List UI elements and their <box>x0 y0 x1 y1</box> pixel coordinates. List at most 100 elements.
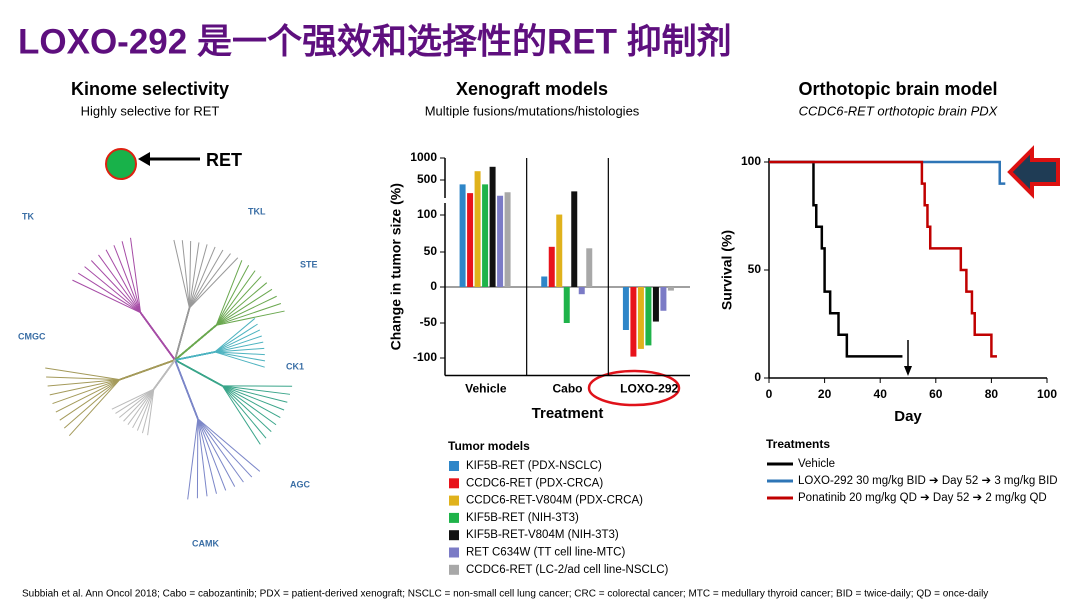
branch <box>98 254 141 313</box>
bar <box>541 276 548 287</box>
kinase-label: TKL <box>248 206 266 216</box>
branch <box>222 385 288 403</box>
bar <box>571 191 578 287</box>
branch <box>141 388 155 434</box>
branch <box>197 418 217 494</box>
branch <box>46 376 120 381</box>
branch <box>147 389 155 436</box>
legend-swatch <box>449 530 459 541</box>
branch <box>132 388 155 429</box>
bar <box>637 287 644 349</box>
bar <box>482 184 489 287</box>
bar <box>497 195 504 287</box>
x-tick-label: Cabo <box>553 382 583 396</box>
branch <box>59 379 121 421</box>
branch <box>174 359 199 419</box>
x-tick-label: 40 <box>874 387 888 401</box>
kinase-label: TK <box>22 211 34 221</box>
legend-swatch <box>449 564 459 575</box>
branch <box>52 379 121 405</box>
branch <box>215 260 243 326</box>
branch <box>115 388 155 414</box>
bar <box>645 287 652 346</box>
kinase-label: STE <box>300 259 318 269</box>
footnote: Subbiah et al. Ann Oncol 2018; Cabo = ca… <box>22 589 988 600</box>
ret-arrowhead <box>138 152 150 166</box>
branch <box>214 329 261 353</box>
branch <box>174 324 217 361</box>
branch <box>216 303 282 326</box>
bar <box>556 214 563 287</box>
panel-title: Xenograft models <box>456 79 608 99</box>
branch <box>63 379 121 429</box>
bar <box>459 184 466 287</box>
legend-label: CCDC6-RET (LC-2/ad cell line-NSCLC) <box>466 564 669 576</box>
kinase-label: CMGC <box>18 331 46 341</box>
branch <box>197 418 261 472</box>
branch <box>222 385 267 439</box>
bar <box>504 192 511 287</box>
branch <box>214 335 262 353</box>
branch <box>121 241 142 313</box>
branch <box>197 418 236 487</box>
y-tick-label: 500 <box>417 172 437 186</box>
bar <box>563 287 570 323</box>
bar <box>489 166 496 287</box>
branch <box>222 385 272 433</box>
branch <box>222 385 281 418</box>
branch <box>214 351 266 362</box>
branch <box>174 359 223 387</box>
branch <box>197 418 253 478</box>
branch <box>189 253 231 309</box>
y-tick-label: 1000 <box>410 150 437 164</box>
kinase-label: RET <box>206 150 242 170</box>
branch <box>174 307 191 361</box>
highlight-arrow <box>1007 145 1060 199</box>
legend-title: Tumor models <box>448 439 530 453</box>
branch <box>72 279 141 314</box>
y-axis-title: Change in tumor size (%) <box>388 183 404 350</box>
bar <box>586 248 593 287</box>
branch <box>188 246 216 309</box>
legend-label: CCDC6-RET (PDX-CRCA) <box>466 477 603 489</box>
branch <box>90 260 141 314</box>
x-axis-title: Treatment <box>532 405 604 422</box>
panel-subtitle: Multiple fusions/mutations/histologies <box>425 103 640 118</box>
legend-label: LOXO-292 30 mg/kg BID ➔ Day 52 ➔ 3 mg/kg… <box>798 475 1058 487</box>
branch <box>55 379 121 413</box>
branch <box>215 282 268 326</box>
branch <box>214 323 258 353</box>
branch <box>214 351 265 356</box>
bar <box>578 287 585 295</box>
branch <box>214 351 265 368</box>
branch <box>77 272 141 314</box>
branch <box>119 359 176 381</box>
y-tick-label: -50 <box>420 315 438 329</box>
branch <box>130 237 142 313</box>
branch <box>214 347 265 353</box>
bar <box>667 287 674 291</box>
y-tick-label: 100 <box>417 207 437 221</box>
branch <box>216 310 285 326</box>
legend-swatch <box>449 512 459 523</box>
bar <box>474 171 481 287</box>
branch <box>49 379 120 396</box>
branch <box>222 385 285 411</box>
branch <box>189 257 239 309</box>
highlight-circle <box>587 369 681 407</box>
legend-swatch <box>449 495 459 506</box>
branch <box>139 312 176 361</box>
panel-title: Orthotopic brain model <box>798 79 997 99</box>
branch <box>216 295 277 326</box>
branch <box>153 359 176 390</box>
bar <box>652 287 659 322</box>
legend-title: Treatments <box>766 437 830 451</box>
branch <box>127 388 155 425</box>
survival-line <box>769 160 1006 185</box>
bar <box>630 287 637 357</box>
branch <box>123 388 155 422</box>
branch <box>222 385 277 426</box>
bar <box>467 193 474 287</box>
panel-title: Kinome selectivity <box>71 79 229 99</box>
